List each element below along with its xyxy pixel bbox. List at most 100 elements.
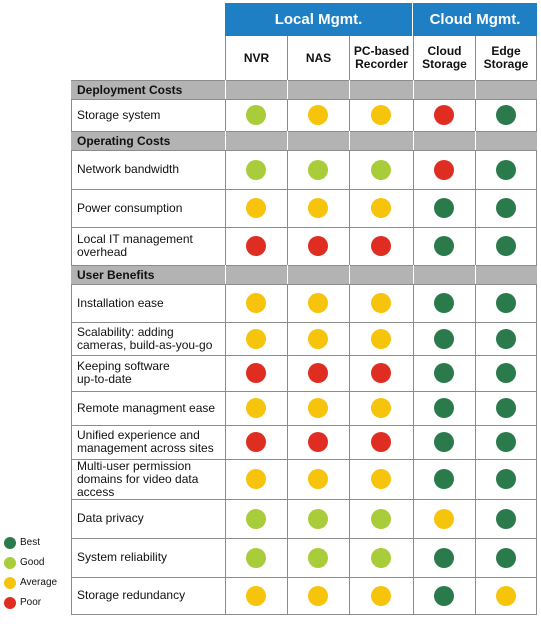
rating-good-dot — [308, 508, 328, 529]
legend-label: Poor — [20, 597, 42, 608]
rating-poor-dot — [308, 432, 328, 452]
rating-average-dot — [308, 105, 328, 125]
grid-line — [349, 391, 350, 425]
column-header: Edge Storage — [475, 36, 537, 80]
grid-line — [287, 499, 288, 538]
row-label: Local IT management overhead — [77, 232, 193, 259]
grid-line — [475, 577, 476, 614]
table-row — [71, 425, 537, 459]
grid-line — [225, 322, 226, 355]
grid-line — [287, 538, 288, 577]
rating-average-dot — [246, 198, 266, 218]
grid-line — [225, 499, 226, 538]
table-row — [71, 227, 537, 265]
grid-line — [349, 577, 350, 614]
grid-line — [225, 150, 226, 189]
table-row — [71, 355, 537, 391]
rating-poor-dot — [371, 236, 391, 256]
grid-line — [349, 355, 350, 391]
grid-line — [225, 459, 226, 499]
rating-best-dot — [496, 328, 516, 349]
grid-line — [413, 355, 414, 391]
legend-good-dot — [4, 557, 16, 569]
grid-line — [413, 189, 414, 227]
rating-best-dot — [434, 198, 454, 218]
grid-line — [475, 284, 476, 322]
grid-line — [475, 99, 476, 131]
grid-line — [349, 189, 350, 227]
grid-line — [349, 459, 350, 499]
grid-line — [413, 284, 414, 322]
rating-average-dot — [371, 469, 391, 489]
table-bottom-border — [71, 614, 537, 615]
row-label: Keeping software up-to-date — [77, 359, 170, 386]
row-label: Scalability: adding cameras, build-as-yo… — [77, 324, 213, 352]
rating-best-dot — [496, 236, 516, 256]
grid-line — [413, 459, 414, 499]
grid-line — [475, 425, 476, 459]
table-row — [71, 189, 537, 227]
rating-best-dot — [496, 469, 516, 489]
rating-best-dot — [496, 432, 516, 452]
grid-line — [225, 99, 226, 131]
grid-line — [225, 577, 226, 614]
rating-best-dot — [434, 363, 454, 383]
section-header: Deployment Costs — [71, 80, 537, 99]
row-label: Installation ease — [77, 295, 164, 310]
grid-line — [287, 265, 288, 284]
grid-line — [225, 131, 226, 150]
grid-line — [287, 577, 288, 614]
row-label: Network bandwidth — [77, 162, 180, 176]
rating-best-dot — [434, 398, 454, 418]
grid-line — [349, 425, 350, 459]
grid-line — [413, 227, 414, 265]
rating-best-dot — [496, 159, 516, 180]
grid-line — [475, 459, 476, 499]
rating-best-dot — [434, 547, 454, 568]
rating-poor-dot — [246, 363, 266, 383]
rating-best-dot — [434, 293, 454, 313]
rating-average-dot — [246, 293, 266, 313]
rating-good-dot — [308, 547, 328, 568]
rating-average-dot — [371, 198, 391, 218]
rating-average-dot — [434, 508, 454, 529]
rating-best-dot — [496, 198, 516, 218]
rating-best-dot — [434, 432, 454, 452]
grid-line — [413, 538, 414, 577]
legend-label: Average — [20, 577, 58, 588]
table-row — [71, 577, 537, 614]
grid-line — [413, 425, 414, 459]
grid-line — [225, 265, 226, 284]
grid-line — [287, 355, 288, 391]
grid-line — [225, 425, 226, 459]
grid-line — [413, 265, 414, 284]
grid-line — [287, 80, 288, 99]
grid-line — [225, 80, 226, 99]
rating-average-dot — [246, 585, 266, 606]
grid-line — [225, 538, 226, 577]
grid-line — [475, 538, 476, 577]
grid-line — [349, 265, 350, 284]
rating-poor-dot — [308, 363, 328, 383]
rating-best-dot — [434, 469, 454, 489]
rating-average-dot — [371, 328, 391, 349]
grid-line — [287, 425, 288, 459]
group-header: Local Mgmt. — [225, 3, 413, 36]
grid-line — [287, 189, 288, 227]
row-label: Multi-user permission domains for video … — [77, 458, 199, 499]
table-row — [71, 538, 537, 577]
column-header: NAS — [287, 36, 349, 80]
grid-line — [475, 189, 476, 227]
table-row — [71, 391, 537, 425]
grid-line — [349, 499, 350, 538]
legend-average-dot — [4, 577, 16, 589]
rating-poor-dot — [246, 432, 266, 452]
rating-poor-dot — [434, 105, 454, 125]
rating-average-dot — [308, 328, 328, 349]
column-header: NVR — [225, 36, 287, 80]
grid-line — [475, 150, 476, 189]
rating-poor-dot — [246, 236, 266, 256]
grid-line — [225, 355, 226, 391]
grid-line — [349, 227, 350, 265]
legend-label: Good — [20, 557, 45, 568]
